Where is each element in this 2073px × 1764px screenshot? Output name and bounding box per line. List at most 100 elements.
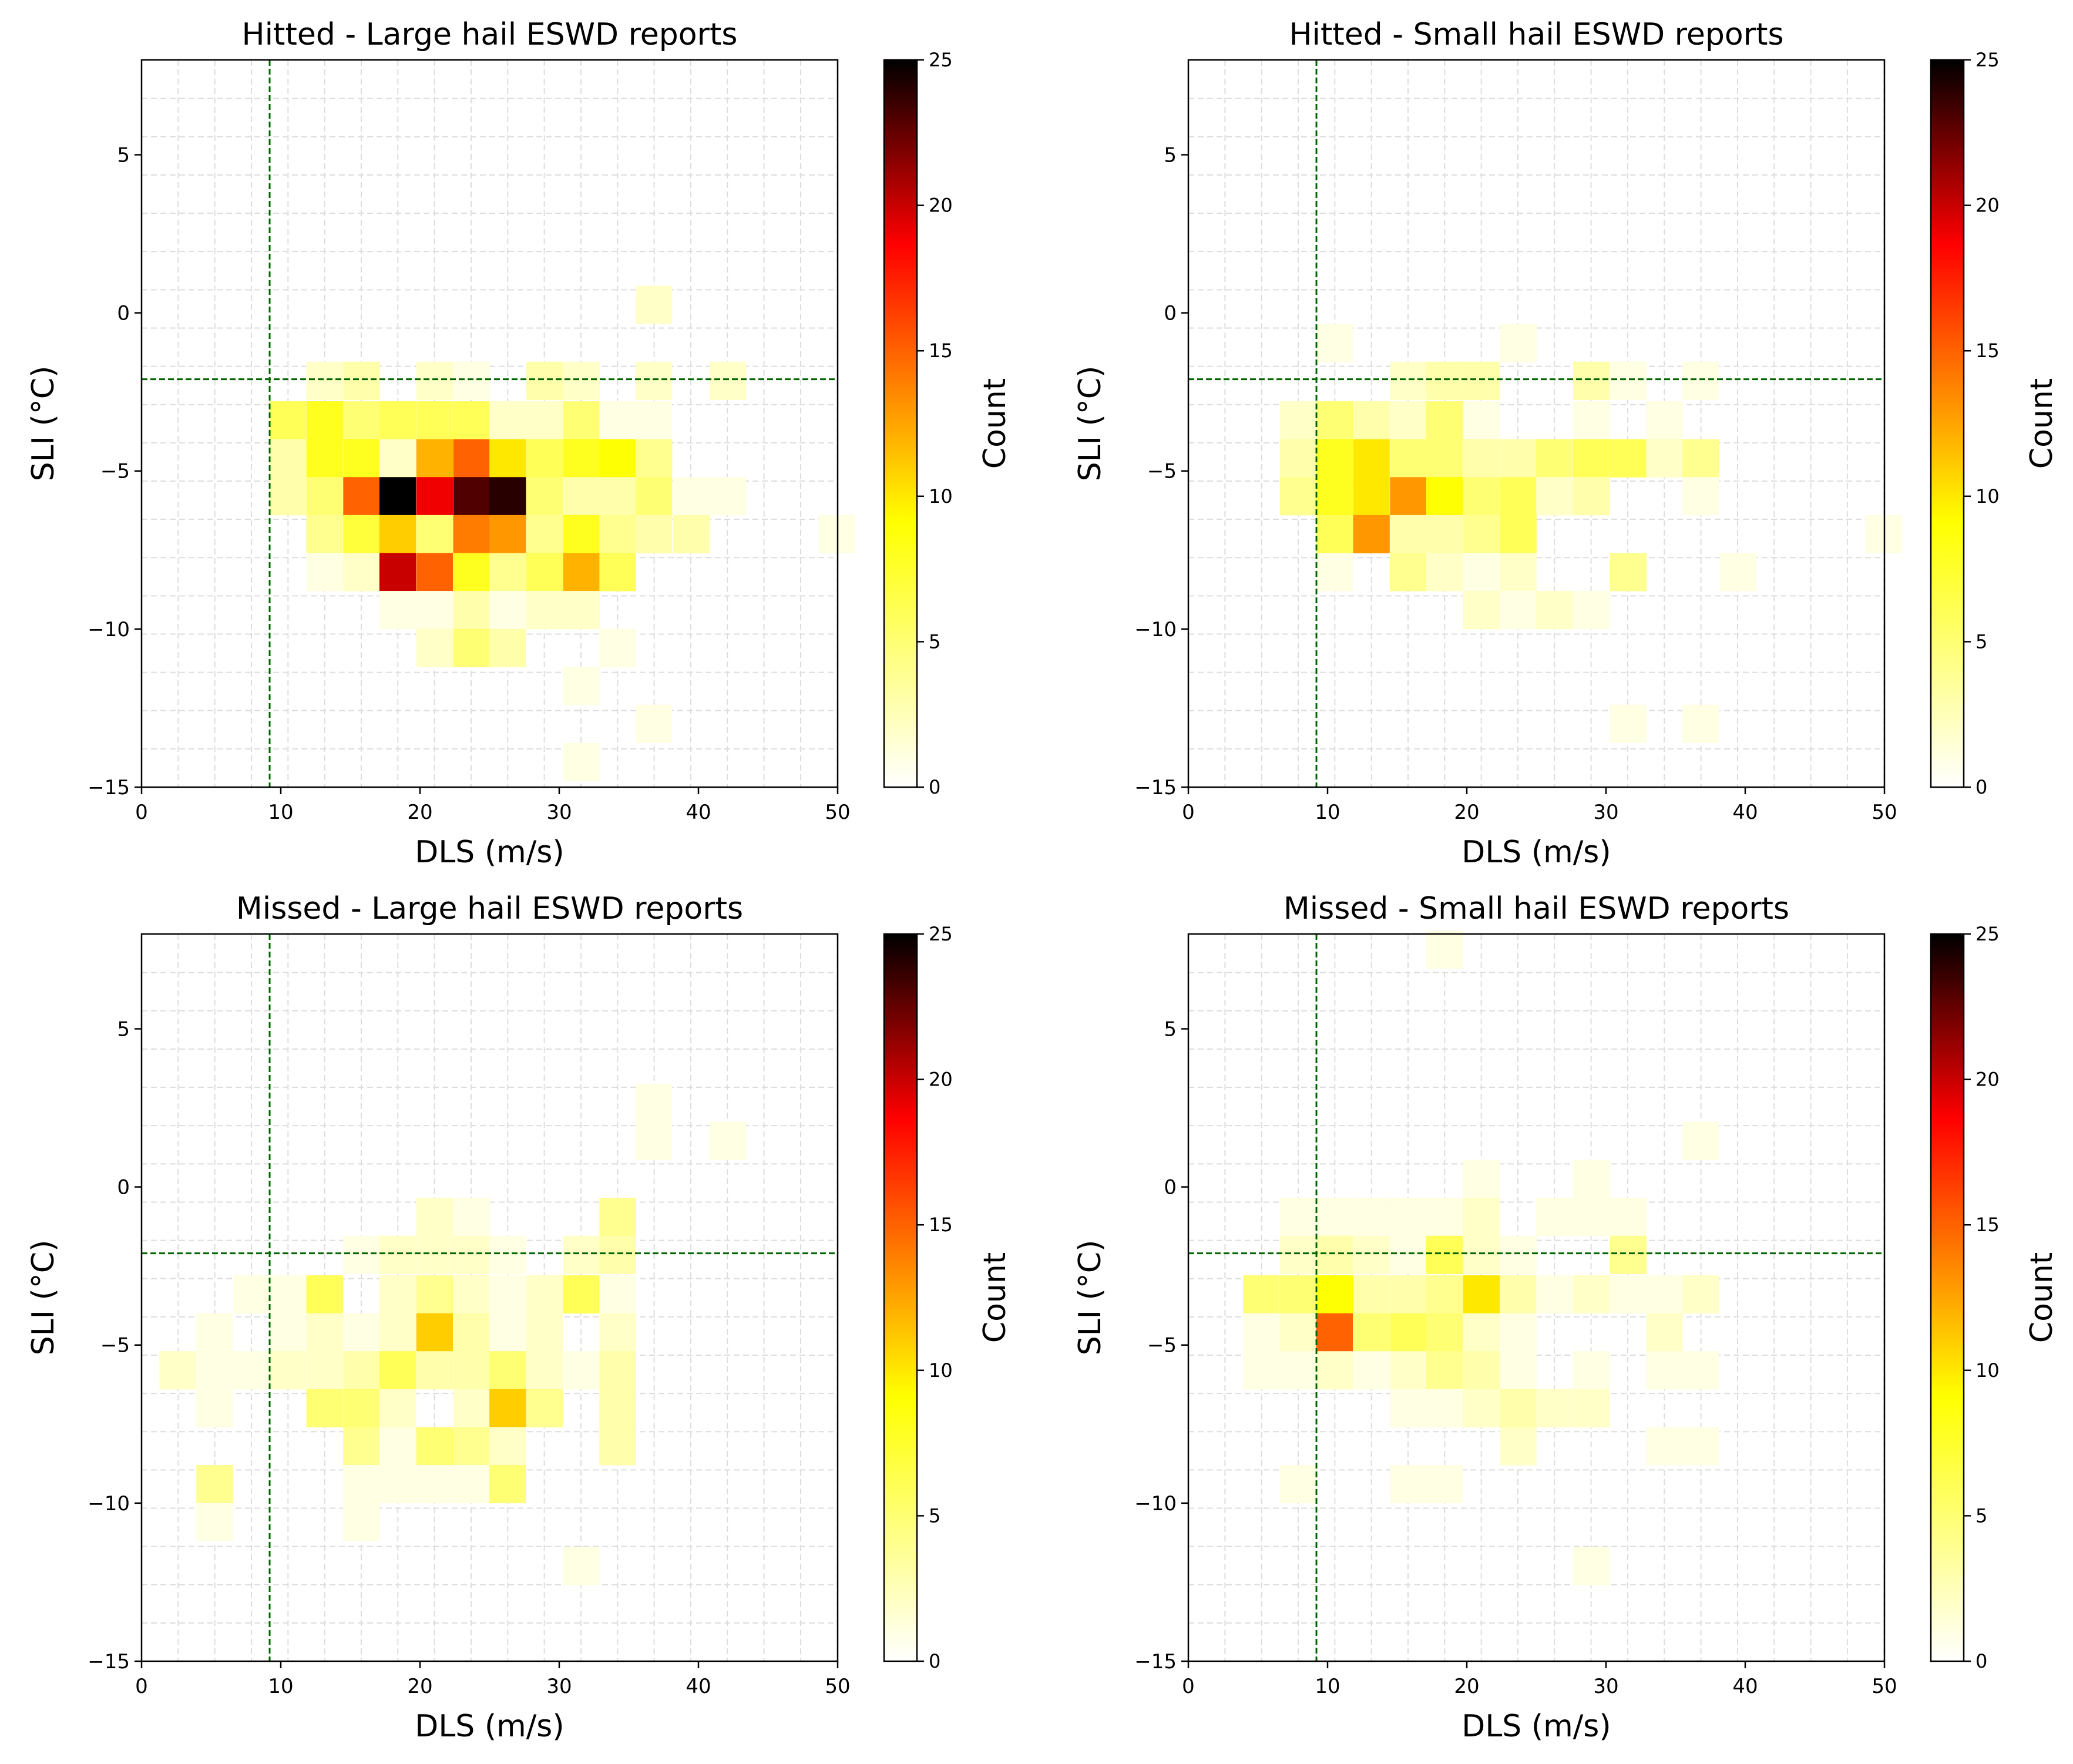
- axes-frame: [1187, 59, 1886, 788]
- heatmap-cell: [1573, 1389, 1610, 1427]
- heatmap-cell: [1390, 361, 1427, 400]
- heatmap-cell: [233, 1275, 270, 1314]
- heatmap-cell: [599, 477, 636, 516]
- heatmap-cell: [379, 515, 416, 553]
- heatmap-cell: [1390, 1275, 1427, 1314]
- heatmap-cell: [1500, 1351, 1537, 1390]
- x-tick-label: 10: [1315, 1675, 1340, 1698]
- heatmap-cell: [489, 401, 526, 440]
- heatmap-cell: [453, 1427, 490, 1466]
- y-tick-label: −5: [1147, 1334, 1177, 1358]
- heatmap-cell: [709, 361, 746, 400]
- heatmap-cell: [489, 1389, 526, 1427]
- heatmap-cell: [1573, 1351, 1610, 1390]
- colorbar-tick-label: 10: [929, 485, 953, 508]
- heatmap-cell: [599, 515, 636, 553]
- heatmap-cell: [1316, 1275, 1353, 1314]
- heatmap-cell: [1353, 1351, 1390, 1390]
- y-tick-label: −5: [1147, 460, 1177, 483]
- heatmap-cell: [1500, 324, 1537, 362]
- colorbar-gradient: [1930, 59, 1965, 788]
- x-tick-label: 20: [407, 801, 432, 824]
- heatmap-cell: [1463, 1160, 1500, 1198]
- heatmap-cell: [1610, 439, 1647, 478]
- heatmap-cell: [673, 515, 710, 553]
- colorbar-tick-label: 20: [1975, 194, 2000, 217]
- heatmap-cell: [526, 515, 563, 553]
- y-tick-label: −10: [1134, 618, 1177, 641]
- heatmap-cell: [1353, 1275, 1390, 1314]
- heatmap-cell: [343, 1465, 380, 1504]
- heatmap-cell: [599, 1427, 636, 1466]
- y-tick-label: −15: [88, 1650, 130, 1674]
- heatmap-cell: [635, 1084, 673, 1123]
- heatmap-cell: [1573, 1160, 1610, 1198]
- heatmap-cell: [1353, 1313, 1390, 1352]
- heatmap-cell: [1280, 439, 1317, 478]
- heatmap-cell: [1573, 591, 1610, 630]
- heatmap-cell: [196, 1351, 233, 1390]
- heatmap-cell: [453, 477, 490, 516]
- heatmap-cell: [1316, 515, 1353, 553]
- x-tick-label: 0: [135, 801, 148, 824]
- heatmap-cell: [306, 515, 343, 553]
- colorbar-label: Count: [977, 378, 1013, 469]
- heatmap-cell: [1353, 439, 1390, 478]
- colorbar-tick-label: 15: [1975, 340, 2000, 362]
- y-tick-label: −15: [88, 776, 130, 799]
- heatmap-cell: [1426, 1198, 1463, 1237]
- x-tick-label: 20: [1454, 801, 1479, 824]
- x-tick-label: 40: [1732, 801, 1758, 824]
- heatmap-cell: [1390, 1389, 1427, 1427]
- heatmap-cell: [379, 591, 416, 630]
- heatmap-cell: [526, 1351, 563, 1390]
- heatmap-cell: [379, 1235, 416, 1274]
- heatmap-cell: [343, 361, 380, 400]
- heatmap-cell: [1426, 401, 1463, 440]
- y-ticks: 5 0 −5 −10 −15: [88, 143, 142, 799]
- heatmap-cell: [1463, 1235, 1500, 1274]
- heatmap-cell: [416, 515, 453, 553]
- heatmap-cell: [416, 1198, 453, 1237]
- heatmap-cell: [1500, 439, 1537, 478]
- heatmap-cell: [489, 553, 526, 592]
- colorbar-label: Count: [2024, 378, 2059, 469]
- heatmap-cell: [379, 1313, 416, 1352]
- x-axis-label: DLS (m/s): [1461, 835, 1611, 870]
- x-tick-label: 0: [1182, 801, 1195, 824]
- heatmap-cell: [1682, 1351, 1719, 1390]
- heatmap-cell: [489, 515, 526, 553]
- colorbar: 0 5 10 20 15 25 Count: [1930, 923, 2059, 1672]
- heatmap-cell: [416, 1313, 453, 1352]
- heatmap-cell: [379, 439, 416, 478]
- heatmap-cell: [1316, 401, 1353, 440]
- x-ticks: 0 10 20 30 40 50: [1182, 787, 1897, 824]
- heatmap-cell: [1316, 553, 1353, 592]
- x-tick-label: 50: [1872, 801, 1897, 824]
- heatmap-cell: [453, 439, 490, 478]
- heatmap-cell: [343, 553, 380, 592]
- heatmap-cell: [489, 1235, 526, 1274]
- heatmap-cell: [673, 477, 710, 516]
- heatmap-cell: [599, 553, 636, 592]
- heatmap-cell: [306, 361, 343, 400]
- heatmap-cell: [1610, 1275, 1647, 1314]
- heatmap-cell: [1610, 361, 1647, 400]
- heatmap-cell: [1610, 1235, 1647, 1274]
- heatmap-cell: [269, 1275, 307, 1314]
- heatmap-cell: [599, 401, 636, 440]
- heatmap-cell: [1463, 591, 1500, 630]
- x-tick-label: 40: [1732, 1675, 1758, 1698]
- heatmap-cell: [1500, 515, 1537, 553]
- heatmap-cell: [1280, 1275, 1317, 1314]
- heatmap-cell: [416, 591, 453, 630]
- y-ticks: 5 0 −5 −10 −15: [1134, 143, 1188, 799]
- heatmap-cell: [1500, 1313, 1537, 1352]
- heatmap-cell: [489, 1465, 526, 1504]
- heatmap-cell: [453, 401, 490, 440]
- y-tick-label: 0: [117, 1176, 130, 1199]
- heatmap-cell: [1426, 1235, 1463, 1274]
- heatmap-cell: [343, 1313, 380, 1352]
- heatmap-cell: [1463, 439, 1500, 478]
